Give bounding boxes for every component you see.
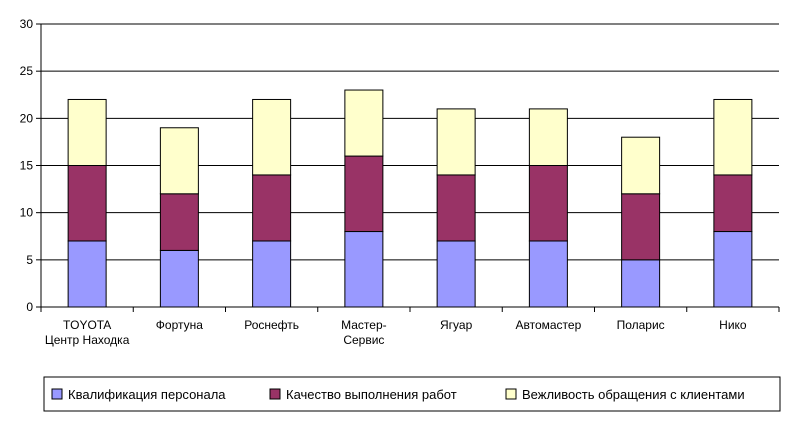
bar-segment: [159, 249, 199, 308]
x-category-label: Фортуна: [156, 318, 203, 332]
bar-segment: [713, 231, 753, 308]
bar-segment: [252, 240, 292, 308]
bar-segment: [713, 174, 753, 233]
x-category-label: Поларис: [617, 318, 665, 332]
x-category-label: TOYOTA: [63, 318, 111, 332]
bar-segment: [621, 193, 661, 261]
legend-label: Квалификация персонала: [68, 387, 226, 402]
axes: [36, 23, 780, 312]
bar-segment: [67, 165, 107, 242]
bar-segment: [713, 98, 753, 176]
x-category-label: Мастер-: [341, 318, 387, 332]
legend-box: [43, 376, 781, 412]
bar-segment: [621, 136, 661, 195]
legend-label: Качество выполнения работ: [286, 387, 457, 402]
bar-segment: [344, 155, 384, 233]
legend: Квалификация персонала Качество выполнени…: [43, 376, 781, 412]
bar-segment: [159, 193, 199, 251]
bar-segment: [621, 259, 661, 308]
bar-segment: [436, 174, 476, 242]
legend-swatch: [51, 388, 63, 400]
x-category-label: Нико: [719, 318, 747, 332]
bar-segment: [436, 240, 476, 308]
bar-segment: [67, 98, 107, 166]
y-tick-label: 0: [26, 300, 33, 314]
bar-segment: [252, 98, 292, 176]
bar-segment: [528, 108, 568, 166]
legend-label: Вежливость обращения с клиентами: [522, 387, 745, 402]
bar-segment: [528, 165, 568, 242]
bar-segment: [436, 108, 476, 176]
x-category-label: Ягуар: [440, 318, 473, 332]
gridlines: [41, 23, 779, 261]
bar-segment: [67, 240, 107, 308]
bar-segment: [528, 240, 568, 308]
x-category-label: Роснефть: [244, 318, 299, 332]
y-tick-label: 20: [20, 111, 34, 125]
legend-swatch: [269, 388, 281, 400]
y-tick-label: 25: [20, 64, 34, 78]
bar-segment: [159, 127, 199, 195]
y-tick-label: 15: [20, 159, 34, 173]
bar-segment: [344, 89, 384, 157]
y-tick-labels: 0 5 10 15 20 25 30: [20, 17, 34, 314]
bar-segment: [252, 174, 292, 242]
y-tick-label: 30: [20, 17, 34, 31]
legend-swatch: [505, 388, 517, 400]
x-category-label: Сервис: [343, 333, 384, 347]
x-category-label: Центр Находка: [45, 333, 130, 347]
y-tick-label: 5: [26, 253, 33, 267]
y-tick-label: 10: [20, 206, 34, 220]
bars: [67, 89, 753, 308]
x-category-label: Автомастер: [515, 318, 581, 332]
bar-segment: [344, 231, 384, 308]
